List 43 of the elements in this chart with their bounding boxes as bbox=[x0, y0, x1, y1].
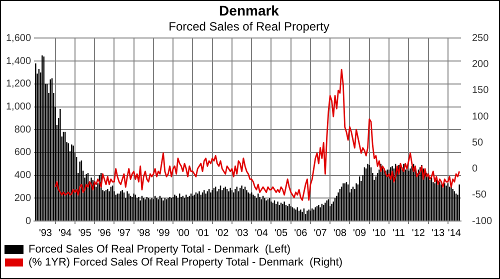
legend-label: Forced Sales Of Real Property Total - Denmark (Left) bbox=[28, 244, 291, 256]
chart-title: Denmark bbox=[219, 2, 280, 18]
x-tick-label: '00 bbox=[176, 228, 190, 239]
x-tick-label: '04 bbox=[254, 228, 268, 239]
y-tick-label: 0 bbox=[25, 216, 32, 227]
x-tick-label: '07 bbox=[314, 228, 328, 239]
y-tick-label: 800 bbox=[14, 124, 32, 136]
x-tick-label: '94 bbox=[58, 228, 72, 239]
y2-tick-label: 150 bbox=[472, 85, 490, 96]
x-tick-label: '03 bbox=[235, 228, 249, 239]
y-tick-label: 600 bbox=[14, 147, 32, 158]
y2-tick-label: 50 bbox=[472, 137, 484, 148]
y-tick-label: 1,400 bbox=[6, 56, 32, 67]
y2-tick-label: -100 bbox=[472, 216, 492, 227]
y-tick-label: 400 bbox=[14, 170, 32, 182]
y-tick-label: 1,000 bbox=[6, 102, 32, 112]
y2-tick-label: 200 bbox=[472, 59, 490, 70]
y2-tick-label: 100 bbox=[472, 111, 490, 122]
y2-tick-label: 0 bbox=[472, 164, 478, 175]
y-tick-label: 1,600 bbox=[6, 32, 32, 44]
x-tick-label: '11 bbox=[392, 228, 406, 239]
x-tick-label: '10 bbox=[372, 228, 386, 239]
x-tick-label: '08 bbox=[333, 228, 347, 239]
x-tick-label: '09 bbox=[353, 228, 367, 239]
chart-subtitle: Forced Sales of Real Property bbox=[168, 19, 330, 34]
x-tick-label: '02 bbox=[216, 228, 230, 239]
x-tick-label: '06 bbox=[294, 228, 308, 239]
y-tick-label: 200 bbox=[14, 192, 32, 204]
x-tick-label: '13 bbox=[432, 228, 446, 239]
x-tick-label: '14 bbox=[448, 228, 462, 239]
x-tick-label: '97 bbox=[117, 228, 131, 239]
x-tick-label: '96 bbox=[98, 228, 112, 239]
x-tick-label: '01 bbox=[196, 228, 210, 239]
x-tick-label: '05 bbox=[274, 228, 288, 239]
x-tick-label: '93 bbox=[38, 228, 52, 239]
x-tick-label: '12 bbox=[412, 228, 426, 239]
x-tick-label: '98 bbox=[137, 228, 151, 239]
legend-label: (% 1YR) Forced Sales Of Real Property Total - Denmark (Right) bbox=[28, 256, 343, 269]
x-tick-label: '95 bbox=[78, 228, 92, 239]
y2-tick-label: -50 bbox=[472, 190, 487, 201]
y2-tick-label: 250 bbox=[472, 32, 490, 44]
x-tick-label: '99 bbox=[156, 228, 170, 239]
y-tick-label: 1,200 bbox=[6, 78, 32, 90]
